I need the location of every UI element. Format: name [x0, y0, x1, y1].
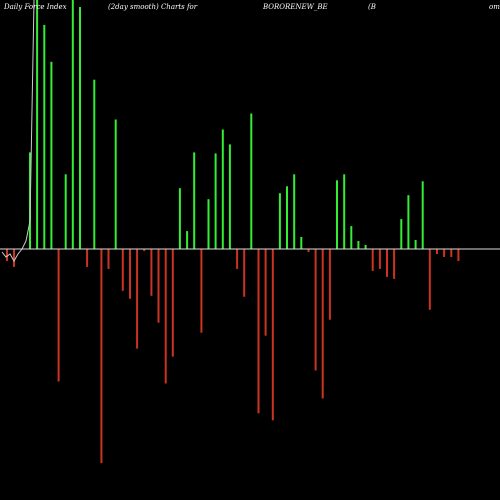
force-bar — [150, 249, 153, 296]
force-bar — [414, 240, 417, 249]
force-bar — [86, 249, 89, 267]
force-bar — [407, 195, 410, 249]
force-bar — [107, 249, 110, 269]
force-bar — [428, 249, 431, 310]
force-bar — [264, 249, 267, 336]
force-bar — [100, 249, 103, 464]
force-bar — [228, 144, 231, 249]
force-bar — [157, 249, 160, 323]
force-bar — [64, 174, 67, 249]
force-bar — [186, 231, 189, 249]
force-bar — [207, 199, 210, 249]
force-bar — [386, 249, 388, 277]
force-bar — [6, 249, 8, 261]
force-bar — [43, 24, 46, 250]
header-left: Daily Force Index — [3, 3, 67, 11]
force-bar — [357, 241, 360, 249]
force-bar — [129, 249, 131, 299]
force-bar — [300, 237, 303, 249]
chart-header: Daily Force Index (2day smooth) Charts f… — [3, 3, 500, 11]
force-bar — [50, 61, 53, 249]
force-bar — [257, 249, 260, 414]
force-bar — [421, 181, 424, 249]
force-bar — [450, 249, 453, 257]
force-bar — [193, 152, 196, 249]
force-bar — [371, 249, 374, 271]
force-bar — [114, 119, 117, 249]
header-right: om — [489, 3, 500, 11]
bar-group — [6, 0, 460, 464]
force-bar — [400, 219, 403, 249]
force-bar — [57, 249, 60, 382]
force-bar — [250, 113, 253, 249]
force-bar — [13, 249, 15, 267]
header-smooth: (2day smooth) Charts for — [108, 3, 198, 11]
force-bar — [328, 249, 331, 320]
force-bar — [36, 0, 39, 249]
force-bar — [200, 249, 203, 333]
force-bar — [393, 249, 396, 279]
smooth-line — [1, 0, 35, 263]
force-bar — [136, 249, 139, 349]
force-bar — [278, 193, 281, 249]
force-bar — [321, 249, 324, 399]
force-bar — [171, 249, 174, 357]
force-bar — [286, 186, 288, 249]
force-bar — [121, 249, 124, 291]
force-bar — [243, 249, 246, 297]
force-bar — [343, 174, 346, 249]
force-bar — [307, 249, 310, 252]
force-bar — [271, 249, 274, 421]
force-bar — [178, 188, 181, 249]
force-bar — [293, 174, 296, 249]
header-symbol: BORORENEW_BE — [262, 3, 328, 11]
force-bar — [314, 249, 317, 371]
force-bar — [221, 129, 224, 249]
force-bar — [436, 249, 438, 254]
force-bar — [236, 249, 239, 269]
force-bar — [93, 79, 96, 249]
force-bar — [457, 249, 460, 261]
force-bar — [71, 0, 74, 249]
force-bar — [364, 245, 367, 249]
force-bar — [214, 153, 217, 249]
force-bar — [336, 180, 338, 249]
force-bar — [350, 226, 353, 249]
force-bar — [378, 249, 381, 269]
force-bar — [164, 249, 167, 384]
force-bar — [143, 249, 146, 251]
force-bar — [79, 7, 81, 249]
force-bar — [443, 249, 446, 257]
header-bracket: (B — [368, 3, 376, 11]
